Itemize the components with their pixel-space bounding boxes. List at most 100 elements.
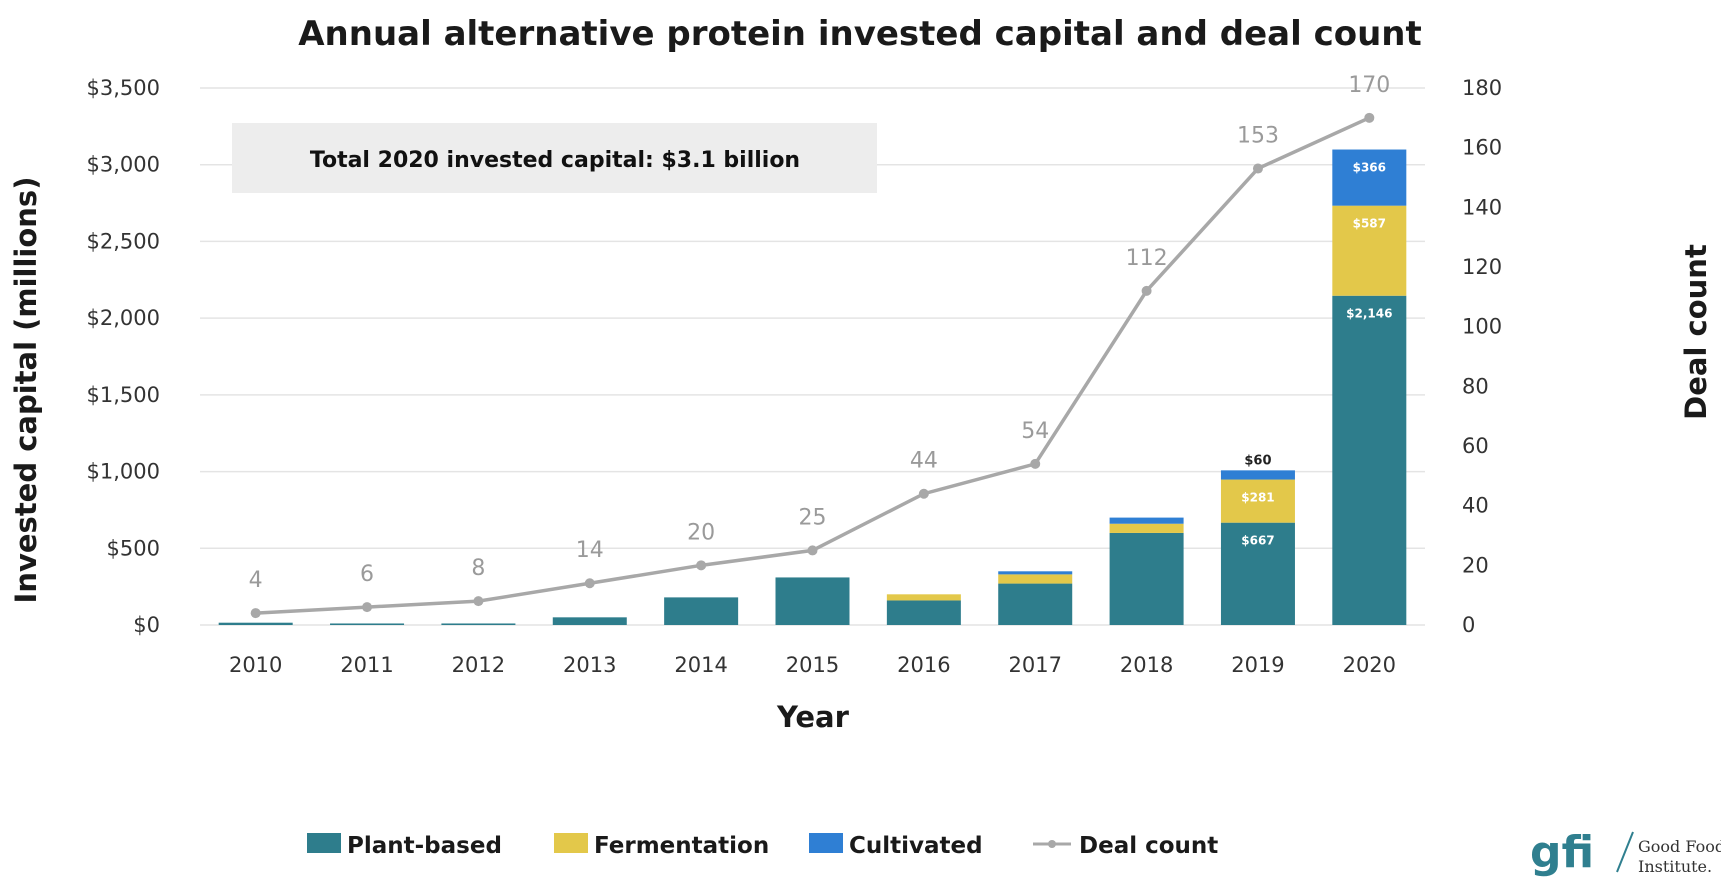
deal-count-label: 54: [1021, 419, 1049, 444]
gfi-logo: gfi Good Food Institute.: [1530, 827, 1721, 878]
bar-plant-based-2014: [664, 597, 739, 625]
deal-count-point: [1141, 285, 1152, 296]
deal-count-label: 44: [910, 449, 938, 474]
x-tick-label: 2020: [1343, 653, 1396, 677]
y-tick-label: $500: [107, 536, 160, 560]
deal-count-label: 4: [249, 568, 263, 593]
legend-label: Cultivated: [849, 833, 983, 859]
x-axis-label: Year: [776, 700, 850, 734]
legend-swatch: [307, 833, 341, 853]
deal-count-point: [1030, 458, 1041, 469]
deal-count-label: 25: [799, 505, 827, 530]
logo-divider: [1616, 831, 1634, 873]
bars: $667 $281 $60 $2,146 $587 $366: [218, 149, 1407, 625]
deal-count-point: [250, 608, 261, 619]
annotation-background: [232, 123, 877, 193]
legend: Plant-based Fermentation Cultivated Deal co…: [307, 833, 1218, 859]
logo-org-line2: Institute.: [1638, 857, 1712, 876]
y-tick-label: $1,500: [87, 383, 160, 407]
legend-label: Plant-based: [347, 833, 502, 859]
deal-count-label: 6: [360, 562, 374, 587]
bar-fermentation-2018: [1109, 523, 1184, 533]
x-tick-label: 2017: [1009, 653, 1062, 677]
left-axis-ticks: $0 $500 $1,000 $1,500 $2,000 $2,500 $3,000 $3,5…: [87, 76, 160, 637]
y-tick-label: $2,500: [87, 229, 160, 253]
x-tick-label: 2013: [563, 653, 616, 677]
bar-cultivated-2017: [998, 571, 1073, 575]
bar-fermentation-2020: [1332, 205, 1407, 296]
annotation-text: Total 2020 invested capital: $3.1 billio…: [310, 148, 800, 173]
bar-plant-based-2010: [218, 622, 293, 625]
y2-axis-label: Deal count: [1679, 244, 1713, 420]
y-tick-label: $3,500: [87, 76, 160, 100]
bar-plant-based-2017: [998, 583, 1073, 625]
y-tick-label: $2,000: [87, 306, 160, 330]
bar-fermentation-2017: [998, 574, 1073, 584]
annotation-box: Total 2020 invested capital: $3.1 billio…: [232, 123, 877, 193]
deal-count-label: 14: [576, 538, 604, 563]
logo-org-line1: Good Food: [1638, 837, 1721, 856]
y2-tick-label: 40: [1462, 494, 1489, 518]
y2-tick-label: 80: [1462, 374, 1489, 398]
deal-count-point: [1364, 112, 1375, 123]
bar-value-label: $2,146: [1346, 307, 1392, 321]
deal-count-label: 153: [1237, 124, 1279, 149]
deal-count-label: 170: [1348, 73, 1390, 98]
legend-label: Deal count: [1079, 833, 1218, 859]
chart-title: Annual alternative protein invested capi…: [298, 14, 1422, 54]
bar-plant-based-2018: [1109, 532, 1184, 625]
bar-plant-based-2013: [552, 617, 627, 625]
x-tick-label: 2019: [1231, 653, 1284, 677]
bar-cultivated-2020: [1332, 149, 1407, 206]
deal-count-label: 20: [687, 520, 715, 545]
x-tick-label: 2014: [674, 653, 727, 677]
bar-value-label: $587: [1353, 217, 1386, 231]
deal-count-line: 4 6 8 14 20 25 44 54 112 153 170: [249, 73, 1390, 619]
y-tick-label: $3,000: [87, 153, 160, 177]
deal-count-point: [1252, 163, 1263, 174]
y2-tick-label: 100: [1462, 315, 1502, 339]
y2-tick-label: 20: [1462, 553, 1489, 577]
y2-tick-label: 120: [1462, 255, 1502, 279]
legend-swatch: [554, 833, 588, 853]
y2-tick-label: 180: [1462, 76, 1502, 100]
bar-cultivated-2019: [1220, 470, 1295, 480]
x-tick-label: 2015: [786, 653, 839, 677]
bar-value-label: $667: [1241, 534, 1274, 548]
y2-tick-label: 0: [1462, 613, 1475, 637]
bar-plant-based-2016: [886, 600, 961, 625]
x-tick-label: 2012: [452, 653, 505, 677]
y2-tick-label: 160: [1462, 136, 1502, 160]
legend-label: Fermentation: [594, 833, 769, 859]
x-tick-label: 2010: [229, 653, 282, 677]
deal-count-point: [362, 602, 373, 613]
deal-count-point: [918, 488, 929, 499]
logo-mark: gfi: [1530, 827, 1594, 878]
bar-value-label: $281: [1241, 491, 1274, 505]
bar-plant-based-2011: [330, 623, 405, 625]
deal-count-point: [584, 578, 595, 589]
y-tick-label: $0: [133, 613, 160, 637]
right-axis-ticks: 0 20 40 60 80 100 120 140 160 180: [1462, 76, 1502, 637]
deal-count-point: [807, 545, 818, 556]
y-tick-label: $1,000: [87, 460, 160, 484]
bar-plant-based-2012: [441, 623, 516, 625]
x-tick-label: 2016: [897, 653, 950, 677]
bar-value-label: $366: [1353, 161, 1386, 175]
deal-count-label: 8: [471, 556, 485, 581]
x-tick-label: 2011: [340, 653, 393, 677]
y2-tick-label: 140: [1462, 195, 1502, 219]
deal-count-point: [473, 596, 484, 607]
deal-count-label: 112: [1126, 246, 1168, 271]
legend-swatch-marker: [1048, 840, 1056, 848]
bar-fermentation-2019: [1220, 479, 1295, 523]
legend-swatch: [809, 833, 843, 853]
y-axis-label: Invested capital (millions): [9, 177, 43, 604]
x-tick-label: 2018: [1120, 653, 1173, 677]
deal-count-point: [696, 560, 707, 571]
bar-cultivated-2018: [1109, 517, 1184, 524]
bar-plant-based-2020: [1332, 295, 1407, 625]
bar-value-label: $60: [1244, 453, 1271, 468]
bar-plant-based-2019: [1220, 522, 1295, 625]
